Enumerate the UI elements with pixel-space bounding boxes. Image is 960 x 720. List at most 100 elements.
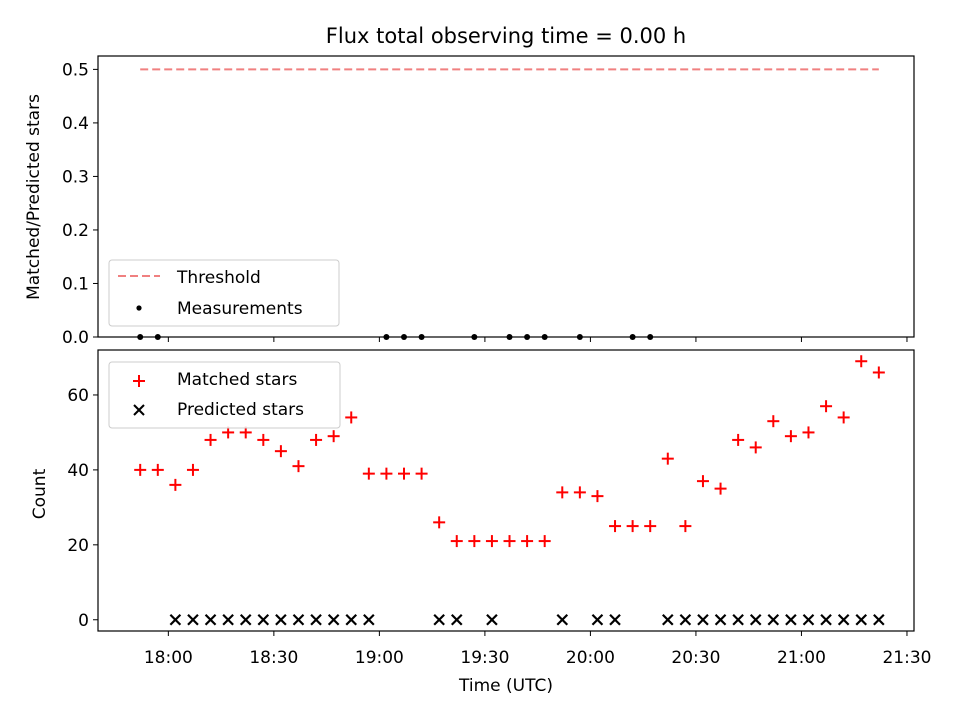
matched-star-point xyxy=(837,411,850,424)
x-axis-label: Time (UTC) xyxy=(458,676,553,696)
predicted-star-point xyxy=(837,613,850,626)
top-y-axis-label: Matched/Predicted stars xyxy=(24,94,44,300)
top-y-axis: 0.0 0.1 0.2 0.3 0.4 0.5 xyxy=(62,60,98,348)
bottom-x-tick-label: 19:00 xyxy=(355,648,404,668)
predicted-star-point xyxy=(450,613,463,626)
bottom-legend: Matched stars Predicted stars xyxy=(108,361,341,429)
matched-star-point xyxy=(186,463,199,476)
legend-measurements-label: Measurements xyxy=(177,299,303,319)
predicted-star-point xyxy=(222,613,234,626)
predicted-star-point xyxy=(609,613,621,626)
top-y-tick-label: 0.3 xyxy=(62,167,89,187)
matched-star-point xyxy=(380,467,393,480)
bottom-legend-box xyxy=(108,361,341,429)
matched-star-point xyxy=(820,400,833,413)
bottom-x-tick-label: 21:30 xyxy=(882,648,931,668)
matched-star-point xyxy=(310,433,323,446)
bottom-x-tick-label: 20:30 xyxy=(671,648,720,668)
predicted-star-point xyxy=(714,613,727,626)
top-x-axis-ticks xyxy=(167,337,908,342)
predicted-star-point xyxy=(275,613,287,626)
top-y-tick-label: 0.1 xyxy=(62,274,89,294)
bottom-y-tick-label: 20 xyxy=(67,536,89,556)
matched-star-point xyxy=(784,430,797,443)
chart-title: Flux total observing time = 0.00 h xyxy=(326,24,686,48)
matched-star-point xyxy=(485,535,498,548)
predicted-star-point xyxy=(732,613,744,626)
bottom-plot-area xyxy=(134,355,885,626)
predicted-star-point xyxy=(433,613,445,626)
matched-star-point xyxy=(274,445,287,458)
predicted-star-point xyxy=(257,613,270,626)
matched-star-point xyxy=(767,415,780,428)
matched-star-point xyxy=(433,516,446,529)
bottom-x-tick-label: 20:00 xyxy=(566,648,615,668)
top-y-tick-label: 0.5 xyxy=(62,60,89,80)
top-y-tick-label: 0.0 xyxy=(62,328,89,348)
predicted-star-point xyxy=(486,613,498,626)
matched-star-point xyxy=(450,535,463,548)
matched-star-point xyxy=(573,486,586,499)
predicted-star-point xyxy=(310,613,322,626)
predicted-star-point xyxy=(785,613,797,626)
legend-matched-label: Matched stars xyxy=(177,370,297,390)
matched-star-point xyxy=(362,467,375,480)
top-legend-box xyxy=(108,259,340,327)
matched-star-point xyxy=(151,463,164,476)
top-axes-frame xyxy=(97,55,915,338)
matched-star-point xyxy=(609,520,622,533)
bottom-x-tick-label: 18:30 xyxy=(249,648,298,668)
top-y-tick-label: 0.4 xyxy=(62,114,89,134)
matched-star-point xyxy=(696,475,709,488)
bottom-x-axis: 18:00 18:30 19:00 19:30 20:00 20:30 21:00 21:30 xyxy=(144,631,931,668)
matched-star-point xyxy=(538,535,551,548)
matched-star-point xyxy=(749,441,762,454)
matched-star-point xyxy=(398,467,410,480)
predicted-star-point xyxy=(345,613,358,626)
matched-star-point xyxy=(855,355,868,368)
predicted-star-point xyxy=(292,613,305,626)
bottom-y-axis: 0 20 40 60 xyxy=(67,386,98,631)
predicted-star-point xyxy=(591,613,604,626)
matched-star-point xyxy=(679,520,692,533)
legend-predicted-swatch xyxy=(133,404,145,416)
predicted-star-point xyxy=(187,613,199,626)
predicted-star-point xyxy=(820,613,832,626)
predicted-star-point xyxy=(749,613,762,626)
bottom-y-tick-label: 60 xyxy=(67,386,89,406)
predicted-star-point xyxy=(239,613,252,626)
matched-star-point xyxy=(521,535,534,548)
matched-star-point xyxy=(591,490,604,503)
predicted-star-point xyxy=(327,613,340,626)
matched-star-point xyxy=(556,486,569,499)
matched-star-point xyxy=(292,460,305,473)
predicted-star-point xyxy=(169,613,182,626)
top-y-tick-label: 0.2 xyxy=(62,221,89,241)
matched-star-point xyxy=(644,520,657,533)
legend-measurements-swatch xyxy=(136,305,142,311)
predicted-star-point xyxy=(767,613,780,626)
bottom-axes-frame xyxy=(97,349,915,632)
matched-star-point xyxy=(169,478,182,491)
legend-predicted-label: Predicted stars xyxy=(177,400,304,420)
legend-threshold-label: Threshold xyxy=(176,268,261,288)
predicted-star-point xyxy=(697,613,709,626)
predicted-star-point xyxy=(662,613,674,626)
matched-star-point xyxy=(345,411,358,424)
bottom-y-tick-label: 0 xyxy=(78,611,89,631)
bottom-x-tick-label: 21:00 xyxy=(777,648,826,668)
bottom-y-axis-label: Count xyxy=(30,468,50,519)
predicted-star-point xyxy=(679,613,692,626)
matched-star-point xyxy=(415,467,428,480)
predicted-star-point xyxy=(204,613,217,626)
predicted-star-point xyxy=(363,613,375,626)
bottom-y-tick-label: 40 xyxy=(67,461,89,481)
legend-matched-swatch xyxy=(133,375,145,387)
matched-star-point xyxy=(134,463,147,476)
matched-star-point xyxy=(257,433,270,446)
matched-star-point xyxy=(204,433,217,446)
matched-star-point xyxy=(732,433,745,446)
matched-star-point xyxy=(802,426,815,439)
